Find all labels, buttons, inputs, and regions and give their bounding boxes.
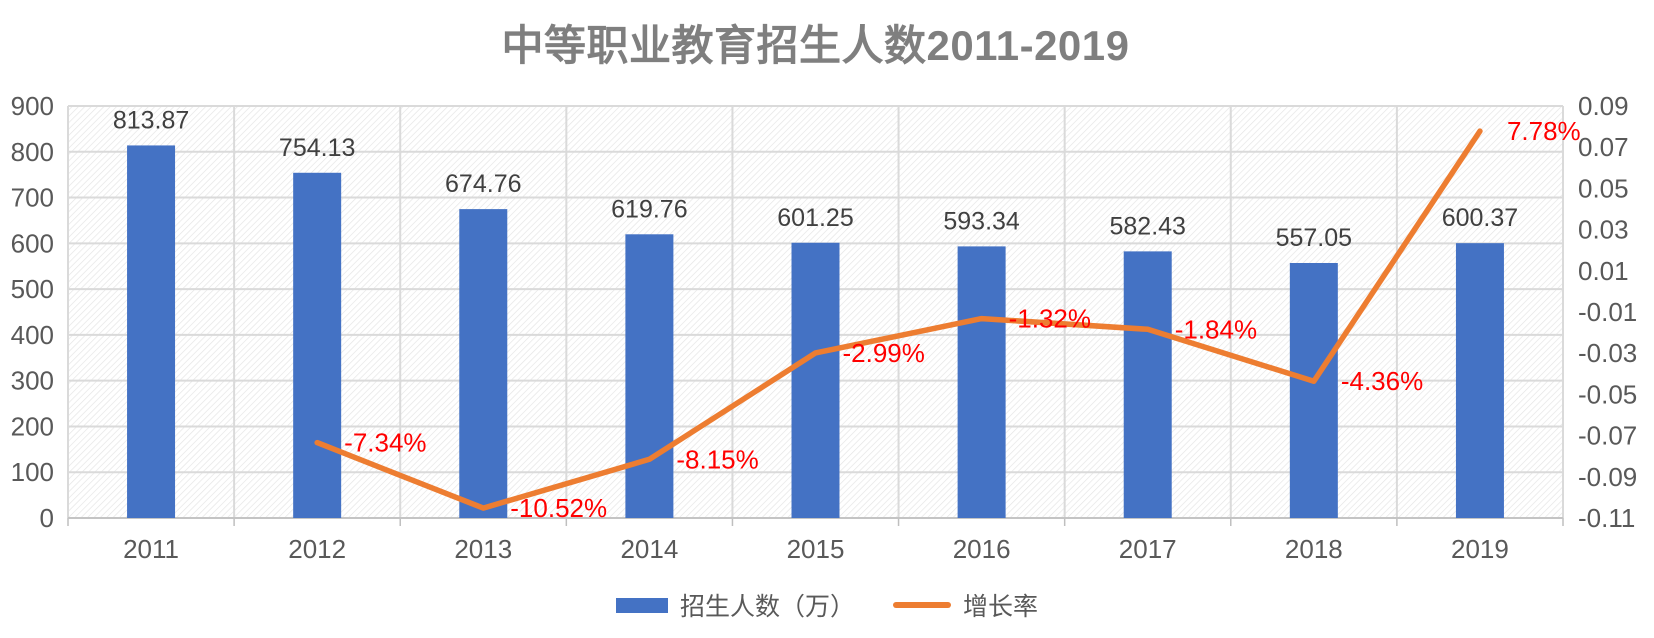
left-axis-label-500: 500 xyxy=(11,274,54,304)
legend-label-enrollment: 招生人数（万） xyxy=(679,593,855,621)
right-axis-label-0.07: 0.07 xyxy=(1578,132,1629,162)
growth-rate-label-2015: -2.99% xyxy=(843,338,925,368)
legend: 招生人数（万） 增长率 xyxy=(0,588,1654,622)
bar-label-2011: 813.87 xyxy=(113,106,189,134)
bar-2018[interactable] xyxy=(1289,262,1338,518)
growth-rate-label-2012: -7.34% xyxy=(344,428,426,458)
left-axis-label-0: 0 xyxy=(40,503,54,533)
bar-label-2013: 674.76 xyxy=(445,170,521,198)
bar-label-2019: 600.37 xyxy=(1442,204,1518,232)
right-axis-label--0.05: -0.05 xyxy=(1578,379,1637,409)
x-axis-label-2014: 2014 xyxy=(620,534,678,564)
bar-2013[interactable] xyxy=(459,209,508,518)
right-axis-label-0.09: 0.09 xyxy=(1578,91,1629,121)
left-axis-label-800: 800 xyxy=(11,137,54,167)
left-axis-label-600: 600 xyxy=(11,228,54,258)
x-axis-label-2017: 2017 xyxy=(1119,534,1177,564)
left-axis-label-900: 900 xyxy=(11,91,54,121)
x-axis-label-2011: 2011 xyxy=(123,534,179,564)
right-axis-label--0.11: -0.11 xyxy=(1578,503,1635,533)
legend-item-growth-rate[interactable]: 增长率 xyxy=(893,587,1038,623)
left-axis-label-400: 400 xyxy=(11,320,54,350)
left-axis-label-200: 200 xyxy=(11,411,54,441)
x-axis-label-2015: 2015 xyxy=(787,534,845,564)
left-axis-label-300: 300 xyxy=(11,366,54,396)
bar-2015[interactable] xyxy=(791,242,840,518)
left-axis-label-700: 700 xyxy=(11,183,54,213)
bar-label-2016: 593.34 xyxy=(943,207,1020,235)
growth-rate-label-2018: -4.36% xyxy=(1341,366,1423,396)
legend-item-enrollment[interactable]: 招生人数（万） xyxy=(615,587,855,623)
right-axis-label-0.01: 0.01 xyxy=(1578,256,1629,286)
right-axis-label--0.07: -0.07 xyxy=(1578,421,1637,451)
growth-rate-label-2019: 7.78% xyxy=(1507,116,1581,146)
growth-rate-label-2017: -1.84% xyxy=(1175,314,1257,344)
chart-title: 中等职业教育招生人数2011-2019 xyxy=(501,22,1130,69)
bar-2012[interactable] xyxy=(293,172,342,518)
x-axis-label-2019: 2019 xyxy=(1451,534,1509,564)
growth-rate-label-2013: -10.52% xyxy=(510,493,607,523)
bar-2019[interactable] xyxy=(1455,243,1504,519)
bar-2014[interactable] xyxy=(625,234,674,518)
right-axis-label-0.03: 0.03 xyxy=(1578,215,1629,245)
bar-2011[interactable] xyxy=(127,145,176,518)
line-series-swatch xyxy=(893,602,951,608)
growth-rate-label-2016: -1.32% xyxy=(1009,304,1091,334)
right-axis-label--0.03: -0.03 xyxy=(1578,338,1637,368)
bar-label-2014: 619.76 xyxy=(611,195,687,223)
bar-series-swatch xyxy=(615,597,668,613)
bar-label-2012: 754.13 xyxy=(279,134,355,162)
growth-rate-label-2014: -8.15% xyxy=(676,444,758,474)
x-axis-label-2016: 2016 xyxy=(953,534,1011,564)
x-axis-label-2012: 2012 xyxy=(288,534,346,564)
growth-rate-line[interactable] xyxy=(314,128,1483,511)
x-axis-label-2018: 2018 xyxy=(1285,534,1343,564)
x-axis-label-2013: 2013 xyxy=(454,534,512,564)
bar-label-2017: 582.43 xyxy=(1109,212,1185,240)
right-axis-label--0.09: -0.09 xyxy=(1578,462,1637,492)
right-axis-label-0.05: 0.05 xyxy=(1578,173,1629,203)
bar-label-2015: 601.25 xyxy=(777,204,853,232)
bar-label-2018: 557.05 xyxy=(1276,224,1352,252)
legend-label-growth-rate: 增长率 xyxy=(963,593,1039,621)
left-axis-label-100: 100 xyxy=(11,457,54,487)
right-axis-label--0.01: -0.01 xyxy=(1578,297,1637,327)
bar-2017[interactable] xyxy=(1123,251,1172,518)
bar-2016[interactable] xyxy=(957,246,1006,518)
